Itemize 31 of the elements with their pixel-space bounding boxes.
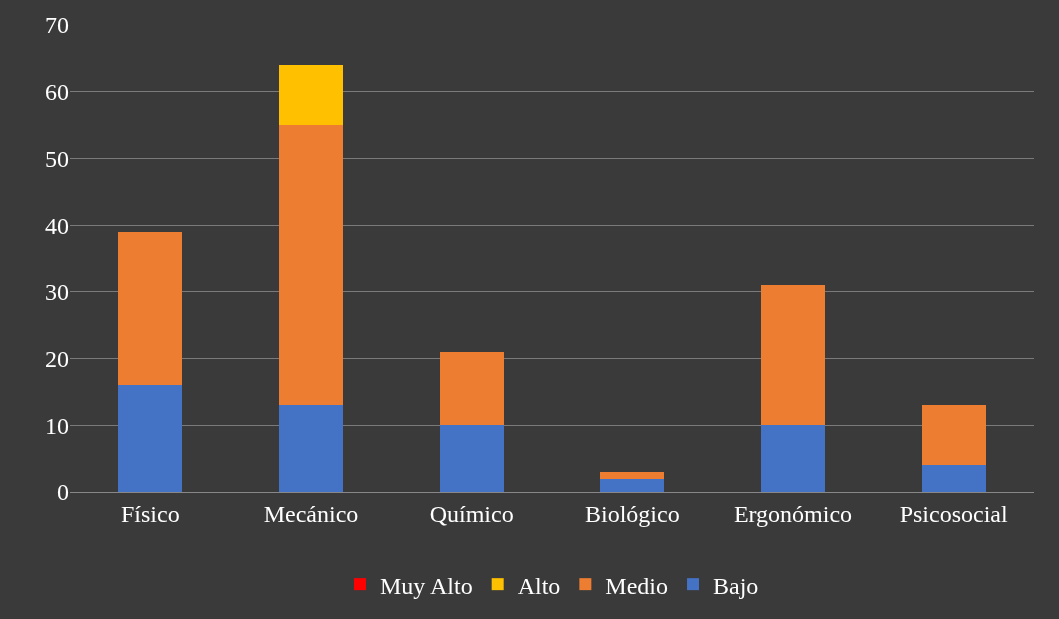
y-tick-label: 50 [45,145,69,172]
y-tick-label: 20 [45,345,69,372]
legend-label: Bajo [713,572,759,599]
bar [600,471,665,479]
bar [278,65,344,126]
x-tick-label: Químico [429,500,514,527]
bar [600,478,665,492]
bar [921,405,986,466]
x-tick-label: Físico [120,500,180,527]
y-tick-label: 70 [45,12,69,39]
bar [278,125,344,406]
bar [439,425,504,492]
bar [760,425,826,492]
bar [118,231,183,386]
x-tick-label: Mecánico [263,500,359,527]
legend-label: Medio [605,572,669,599]
bar [118,385,183,492]
y-tick-label: 40 [45,212,69,239]
x-tick-label: Psicosocial [899,500,1008,527]
y-tick-label: 60 [45,79,69,106]
x-tick-label: Ergonómico [733,500,853,527]
legend-label: Alto [517,572,561,599]
y-tick-label: 10 [45,412,69,439]
bar [439,351,504,426]
y-tick-label: 0 [57,479,69,506]
bar [921,465,986,492]
bar [278,405,344,492]
legend-label: Muy Alto [380,572,473,599]
y-tick-label: 30 [45,279,69,306]
x-tick-label: Biológico [584,500,680,527]
bar [760,285,826,426]
